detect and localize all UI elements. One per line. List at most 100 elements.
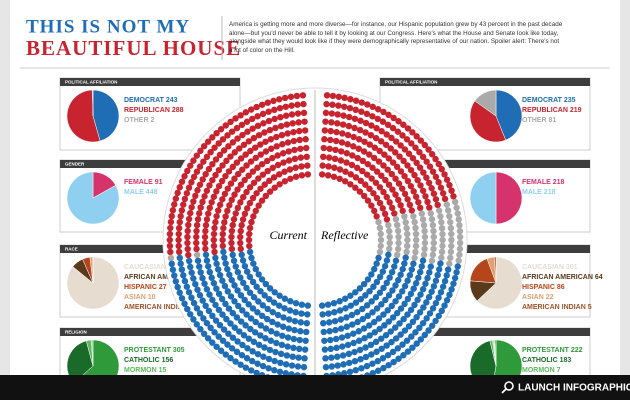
seat-dot [225,168,233,175]
seat-dot [378,301,385,308]
seat-dot [377,335,385,342]
seat-dot [193,305,201,312]
seat-dot [381,151,388,158]
seat-dot [443,297,451,304]
seat-dot [270,97,277,105]
seat-dot [245,138,253,145]
seat-dot [401,327,409,334]
seat-dot [337,316,345,323]
seat-dot [344,341,352,349]
seat-dot [175,224,183,232]
seat-dot [392,138,400,145]
legend-value: 15 [159,367,167,374]
panel-header [60,78,240,86]
seat-dot [354,164,361,172]
seat-dot [197,325,204,333]
seat-dot [175,236,182,244]
seat-dot [266,177,273,185]
panel-header [380,160,590,168]
seat-dot [297,319,305,326]
seat-dot [206,268,213,276]
seat-dot [340,112,347,119]
seat-dot [175,242,182,250]
seat-dot [225,143,232,150]
seat-dot [394,128,402,135]
seat-dot [284,343,291,350]
seat-dot [324,301,332,308]
seat-dot [404,348,412,355]
seat-dot [360,148,368,155]
seat-dot [282,370,289,377]
seat-dot [456,251,463,258]
legend-entry: AFRICAN AMERICAN 64 [522,274,603,281]
seat-dot [262,192,270,200]
seat-dot [375,218,382,226]
legend-value: 81 [548,117,556,124]
legend-entry: REPUBLICAN 288 [124,107,184,114]
seat-dot [357,295,364,303]
seat-dot [401,146,409,153]
seat-dot [395,233,402,241]
seat-dot [456,222,463,229]
seat-dot [419,216,427,223]
seat-dot [428,151,436,158]
seat-dot [296,127,303,135]
seat-dot [261,181,268,188]
seat-dot [264,167,271,175]
launch-button[interactable]: LAUNCH INFOGRAPHIC [501,381,630,394]
seat-dot [262,335,269,342]
seat-dot [415,199,422,206]
seat-dot [228,239,235,247]
seat-dot [377,138,385,145]
legend-value: 219 [570,107,582,114]
legend-entry: FEMALE 218 [522,179,565,186]
seat-dot [363,171,371,178]
seat-dot [343,314,350,321]
seat-dot [422,193,429,200]
seat-dot [192,192,199,200]
seat-dot [211,248,218,256]
seat-dot [265,365,272,372]
seat-dot [285,316,293,323]
seat-dot [362,119,370,127]
seat-dot [221,254,228,261]
seat-dot [264,99,271,106]
seat-dot [439,230,446,238]
seat-dot [241,296,248,304]
seat-dot [333,128,340,136]
seat-dot [378,128,385,135]
seat-dot [367,131,375,139]
legend-label: REPUBLICAN [522,107,568,114]
seat-dot [372,134,380,142]
seat-dot [237,233,244,241]
seat-dot [358,108,365,115]
seat-dot [348,311,356,319]
seat-dot [229,309,237,317]
seat-dot [394,221,401,229]
seat-dot [228,245,236,253]
legend-label: AFRICAN AMERICAN [124,274,195,281]
seat-dot [394,251,401,259]
seat-dot [187,311,194,318]
seat-dot [243,355,251,362]
seat-dot [364,101,371,108]
seat-dot [454,263,461,270]
seat-dot [401,260,408,267]
legend-entry: AMERICAN INDIAN 5 [522,304,592,311]
seat-dot [188,269,195,276]
seat-dot [426,310,434,317]
seat-dot [274,311,282,319]
seat-dot [430,239,437,247]
seat-dot [352,289,359,296]
seat-dot [374,106,382,113]
seat-dot [226,271,233,278]
legend-label: AMERICAN INDIAN [124,304,188,311]
seat-dot [247,367,255,374]
seat-dot [385,111,392,119]
seat-dot [224,207,231,215]
seat-dot [193,233,200,241]
seat-dot [292,173,300,180]
seat-dot [209,296,216,304]
seat-group [168,248,312,388]
seat-dot [284,130,291,137]
